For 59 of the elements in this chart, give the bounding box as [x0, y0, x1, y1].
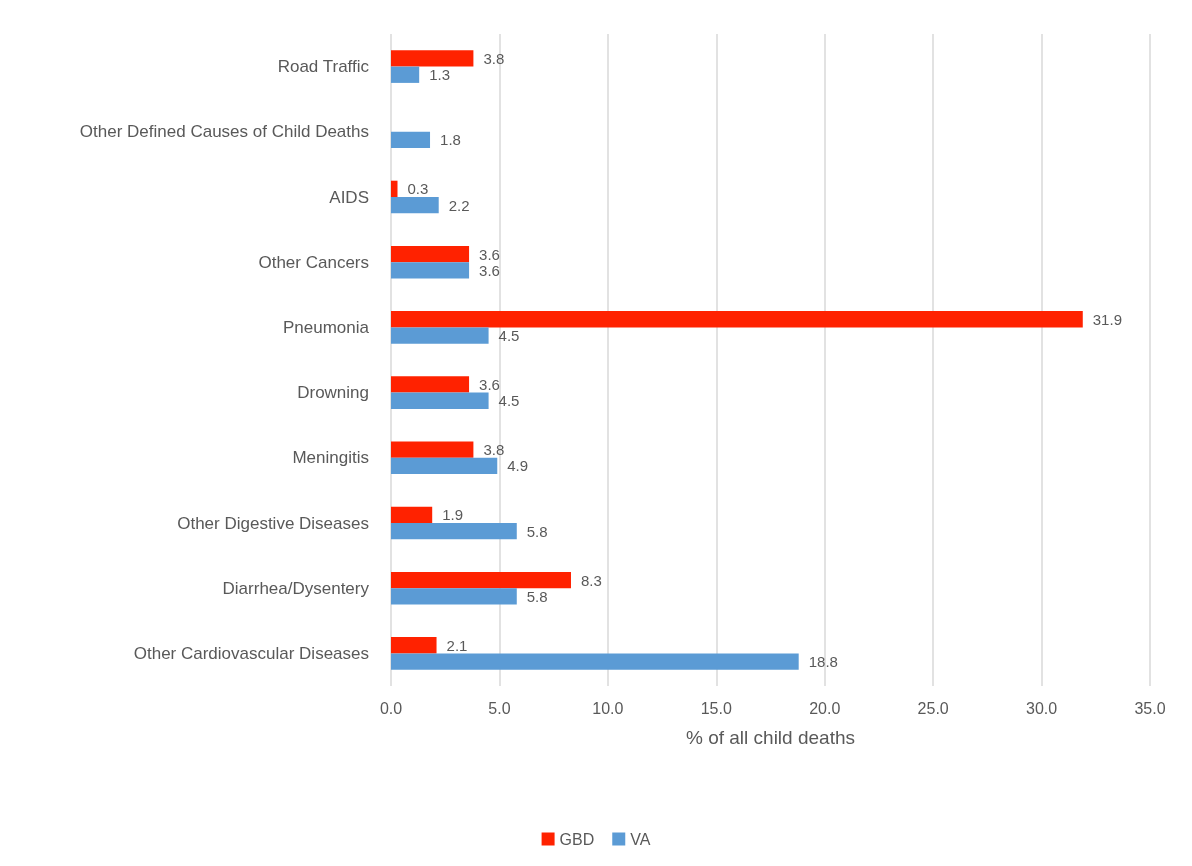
bar	[391, 180, 398, 197]
y-tick-label: Other Cancers	[258, 252, 369, 272]
data-label: 8.3	[580, 571, 602, 589]
bar	[391, 506, 433, 523]
bar	[391, 197, 439, 214]
bar	[391, 441, 474, 458]
y-tick-label: Other Digestive Diseases	[177, 513, 369, 533]
bar	[391, 327, 489, 344]
x-tick-label: 35.0	[1134, 699, 1166, 717]
data-label: 5.8	[526, 587, 548, 605]
bar	[391, 66, 420, 83]
data-label: 18.8	[808, 653, 838, 671]
data-label: 1.3	[429, 66, 451, 84]
data-label: 0.3	[407, 180, 429, 198]
y-tick-label: Other Defined Causes of Child Deaths	[79, 122, 369, 142]
data-label: 3.6	[479, 375, 500, 393]
x-axis-title: % of all child deaths	[686, 727, 855, 748]
legend-label: VA	[630, 830, 651, 848]
y-tick-label: Diarrhea/Dysentery	[222, 578, 370, 598]
y-tick-label: Pneumonia	[282, 317, 370, 337]
x-tick-label: 30.0	[1026, 699, 1058, 717]
bar	[391, 262, 470, 279]
data-label: 3.6	[479, 261, 500, 279]
y-tick-label: Meningitis	[292, 448, 369, 468]
x-tick-label: 20.0	[809, 699, 841, 717]
data-label: 31.9	[1092, 310, 1122, 328]
bar	[391, 637, 437, 654]
bar	[391, 131, 431, 149]
x-tick-label: 0.0	[379, 699, 403, 717]
x-tick-label: 5.0	[488, 699, 511, 717]
bar	[391, 245, 470, 263]
legend-label: GBD	[559, 830, 595, 848]
bar	[391, 311, 1083, 328]
y-tick-label: Road Traffic	[277, 57, 370, 77]
data-label: 4.5	[498, 327, 520, 345]
data-label: 3.6	[479, 245, 500, 263]
x-tick-label: 15.0	[700, 699, 732, 717]
data-label: 4.5	[498, 392, 520, 410]
y-tick-label: AIDS	[329, 187, 369, 207]
data-label: 3.8	[483, 441, 505, 459]
bar	[391, 588, 517, 605]
bar	[391, 523, 517, 540]
bar	[391, 376, 470, 393]
y-tick-label: Other Cardiovascular Diseases	[133, 643, 369, 663]
x-tick-label: 10.0	[592, 699, 624, 717]
data-label: 2.1	[446, 636, 468, 654]
data-label: 3.8	[483, 49, 505, 67]
data-label: 2.2	[448, 196, 470, 214]
bar	[391, 571, 571, 589]
bar	[391, 50, 474, 67]
bar	[391, 392, 489, 409]
data-label: 4.9	[507, 457, 529, 475]
data-label: 1.9	[442, 506, 464, 524]
y-tick-label: Drowning	[297, 383, 369, 403]
bar	[391, 457, 498, 475]
bar	[391, 653, 799, 670]
data-label: 5.8	[526, 522, 548, 540]
x-tick-label: 25.0	[917, 699, 949, 717]
data-label: 1.8	[440, 131, 461, 149]
